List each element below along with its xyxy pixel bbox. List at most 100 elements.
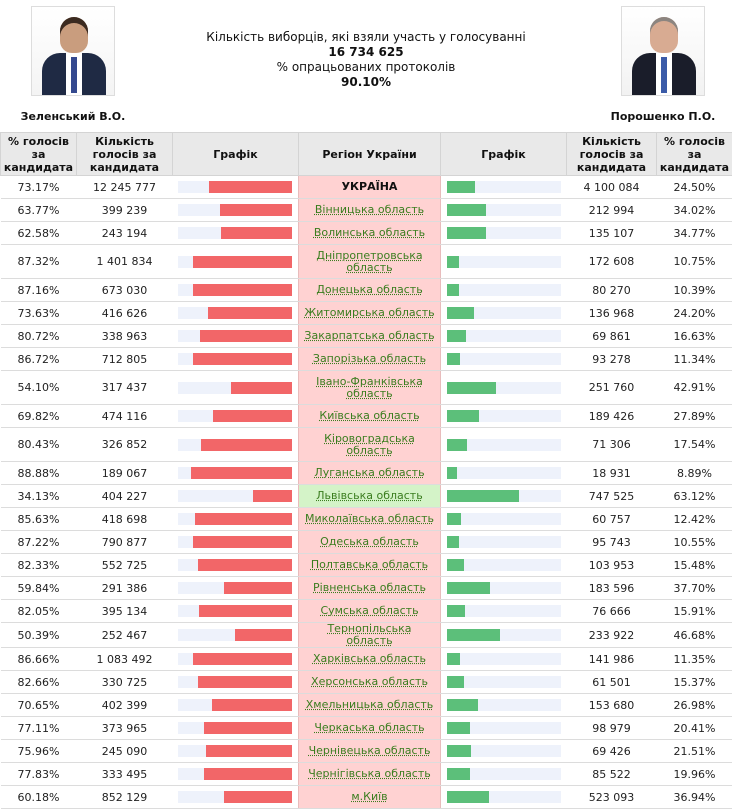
region-link[interactable]: Тернопільська область: [327, 622, 411, 647]
left-graph-cell: [173, 740, 299, 763]
left-votes: 243 194: [77, 222, 173, 245]
region-link[interactable]: Волинська область: [314, 226, 425, 239]
right-votes: 141 986: [567, 648, 657, 671]
region-cell: Одеська область: [299, 531, 441, 554]
right-bar-track: [447, 181, 561, 193]
left-bar: [198, 559, 292, 571]
left-graph-cell: [173, 325, 299, 348]
left-bar: [253, 490, 292, 502]
region-link[interactable]: Чернігівська область: [308, 767, 431, 780]
right-votes: 136 968: [567, 302, 657, 325]
region-link[interactable]: УКРАЇНА: [342, 180, 398, 193]
right-bar-track: [447, 227, 561, 239]
left-votes: 673 030: [77, 279, 173, 302]
candidate-left-photo: [31, 6, 115, 96]
right-graph-cell: [441, 348, 567, 371]
region-link[interactable]: Херсонська область: [311, 675, 428, 688]
region-link[interactable]: Івано-Франківська область: [316, 375, 423, 400]
left-bar-track: [178, 307, 292, 319]
left-pct: 87.16%: [1, 279, 77, 302]
left-bar: [208, 307, 292, 319]
region-link[interactable]: Закарпатська область: [304, 329, 434, 342]
right-bar: [447, 536, 459, 548]
region-link[interactable]: Одеська область: [320, 535, 419, 548]
region-link[interactable]: Рівненська область: [313, 581, 426, 594]
protocols-label: % опрацьованих протоколів: [150, 60, 582, 75]
region-link[interactable]: Харківська область: [313, 652, 426, 665]
region-link[interactable]: м.Київ: [351, 790, 387, 803]
region-link[interactable]: Львівська область: [316, 489, 422, 502]
right-votes: 212 994: [567, 199, 657, 222]
right-votes: 135 107: [567, 222, 657, 245]
left-bar: [221, 227, 292, 239]
left-graph-cell: [173, 405, 299, 428]
right-bar: [447, 490, 519, 502]
region-cell: Київська область: [299, 405, 441, 428]
region-link[interactable]: Черкаська область: [314, 721, 424, 734]
candidate-left-name: Зеленський В.О.: [18, 110, 128, 123]
left-bar: [209, 181, 292, 193]
right-pct: 24.50%: [657, 176, 732, 199]
right-pct: 34.77%: [657, 222, 732, 245]
region-link[interactable]: Житомирська область: [304, 306, 434, 319]
region-cell: Закарпатська область: [299, 325, 441, 348]
right-votes: 85 522: [567, 763, 657, 786]
right-bar-track: [447, 284, 561, 296]
left-graph-cell: [173, 199, 299, 222]
left-pct: 82.05%: [1, 600, 77, 623]
right-graph-cell: [441, 176, 567, 199]
region-cell: Сумська область: [299, 600, 441, 623]
right-bar-track: [447, 745, 561, 757]
region-link[interactable]: Полтавська область: [311, 558, 428, 571]
region-link[interactable]: Чернівецька область: [309, 744, 431, 757]
right-graph-cell: [441, 222, 567, 245]
left-pct: 86.72%: [1, 348, 77, 371]
region-link[interactable]: Кіровоградська область: [324, 432, 415, 457]
region-link[interactable]: Запорізька область: [313, 352, 426, 365]
right-bar: [447, 439, 467, 451]
region-link[interactable]: Донецька область: [316, 283, 422, 296]
left-pct: 59.84%: [1, 577, 77, 600]
results-table: % голосів за кандидата Кількість голосів…: [0, 132, 732, 809]
left-bar: [204, 722, 292, 734]
right-graph-cell: [441, 485, 567, 508]
left-bar-track: [178, 582, 292, 594]
right-graph-cell: [441, 428, 567, 462]
candidate-right: Порошенко П.О.: [608, 6, 718, 123]
right-bar-track: [447, 699, 561, 711]
left-graph-cell: [173, 623, 299, 648]
right-pct: 24.20%: [657, 302, 732, 325]
left-votes: 338 963: [77, 325, 173, 348]
left-votes: 1 401 834: [77, 245, 173, 279]
col-left-votes: Кількість голосів за кандидата: [77, 133, 173, 176]
region-link[interactable]: Київська область: [319, 409, 419, 422]
left-bar: [191, 467, 292, 479]
region-link[interactable]: Миколаївська область: [305, 512, 434, 525]
voters-value: 16 734 625: [150, 45, 582, 60]
right-bar-track: [447, 410, 561, 422]
right-graph-cell: [441, 577, 567, 600]
region-link[interactable]: Сумська область: [320, 604, 418, 617]
region-link[interactable]: Вінницька область: [315, 203, 424, 216]
right-votes: 71 306: [567, 428, 657, 462]
region-link[interactable]: Дніпропетровська область: [316, 249, 422, 274]
region-link[interactable]: Хмельницька область: [306, 698, 434, 711]
left-votes: 399 239: [77, 199, 173, 222]
left-bar-track: [178, 382, 292, 394]
right-votes: 189 426: [567, 405, 657, 428]
right-graph-cell: [441, 462, 567, 485]
col-right-graph: Графік: [441, 133, 567, 176]
region-link[interactable]: Луганська область: [314, 466, 424, 479]
col-right-pct: % голосів за кандидата: [657, 133, 732, 176]
